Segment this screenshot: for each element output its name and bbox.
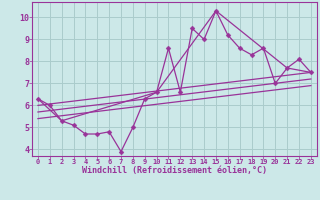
X-axis label: Windchill (Refroidissement éolien,°C): Windchill (Refroidissement éolien,°C) [82, 166, 267, 175]
